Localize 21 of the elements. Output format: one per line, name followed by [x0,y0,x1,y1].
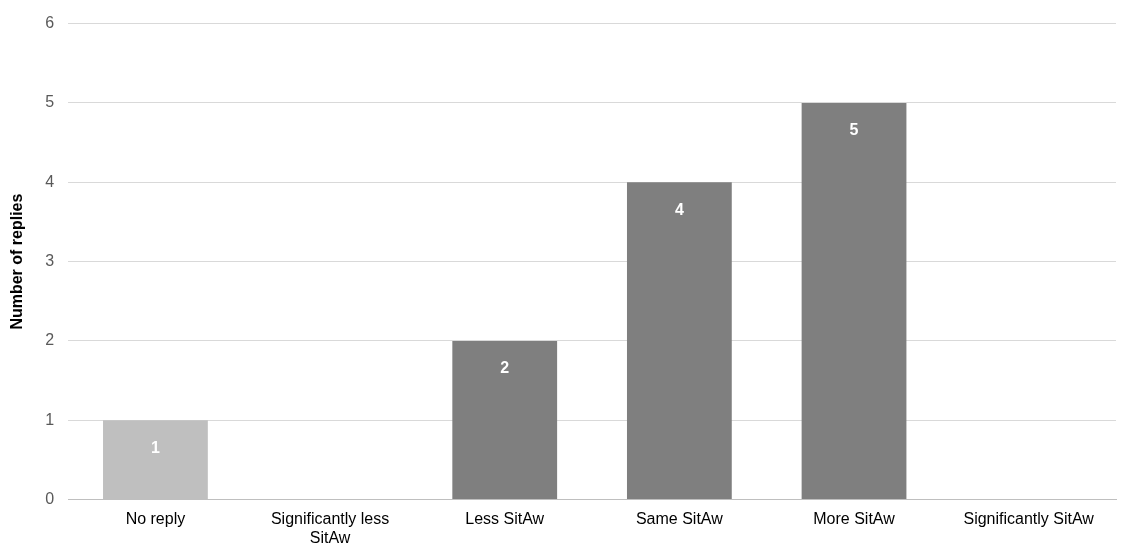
y-tick-label: 0 [45,490,55,508]
data-label: 1 [150,438,160,456]
x-tick-label: Significantly less SitAw [270,509,390,546]
data-label: 4 [674,200,684,218]
x-tick-label: Less SitAw [465,509,545,527]
data-label: 2 [500,359,510,377]
bar [452,340,558,500]
y-tick-label: 1 [45,410,55,428]
y-tick-label: 5 [45,93,55,111]
bar [801,102,907,500]
x-tick-label: Same SitAw [635,509,724,527]
y-tick-label: 2 [45,331,55,349]
y-tick-label: 4 [45,172,55,190]
x-tick-label: No reply [125,509,186,527]
y-axis-title: Number of replies [8,193,26,330]
y-tick-label: 3 [45,252,55,270]
x-tick-label: More SitAw [813,509,896,527]
y-tick-label: 6 [45,14,55,32]
bar [626,182,732,500]
x-tick-label: Significantly SitAw [963,509,1095,527]
data-label: 5 [849,121,859,139]
